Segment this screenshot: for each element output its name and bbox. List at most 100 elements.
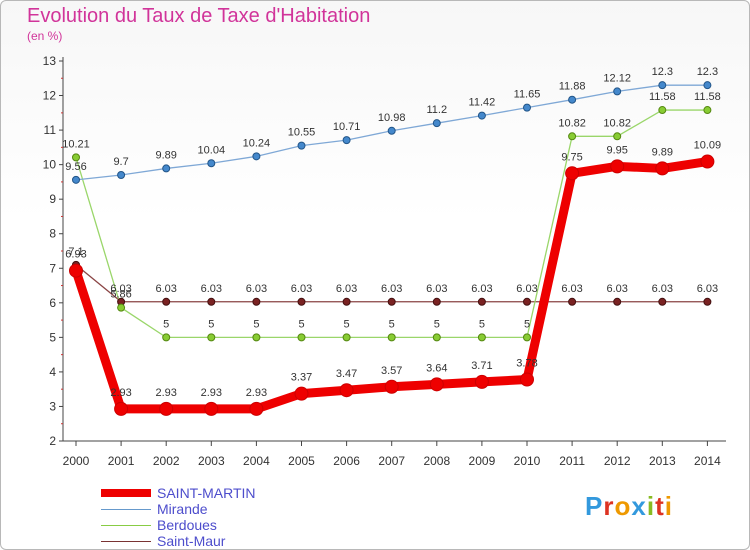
data-label-mirande: 12.3 xyxy=(697,66,718,78)
data-label-berdoues: 5 xyxy=(479,318,485,330)
y-tick-label: 3 xyxy=(49,399,56,413)
data-label-saint-maur: 6.03 xyxy=(606,283,627,295)
data-label-mirande: 9.89 xyxy=(155,149,176,161)
legend-item-saint-maur: Saint-Maur xyxy=(101,533,341,549)
y-tick-label: 4 xyxy=(49,365,56,379)
data-label-saint-maur: 6.03 xyxy=(246,283,267,295)
data-label-mirande: 11.2 xyxy=(427,104,448,116)
data-point-saint-maur xyxy=(568,297,577,306)
data-point-berdoues xyxy=(207,333,216,342)
data-point-berdoues xyxy=(252,333,261,342)
data-label-mirande: 12.3 xyxy=(652,66,673,78)
data-label-berdoues: 11.58 xyxy=(694,91,721,103)
x-tick-label: 2009 xyxy=(469,454,496,468)
x-tick-label: 2006 xyxy=(333,454,360,468)
data-label-saint-maur: 6.03 xyxy=(471,283,492,295)
data-label-saint-maur: 6.03 xyxy=(336,283,357,295)
data-point-mirande xyxy=(207,159,216,168)
data-label-mirande: 11.88 xyxy=(559,81,586,93)
proxiti-logo: Proxiti xyxy=(585,491,673,521)
data-point-saint-martin xyxy=(204,401,219,416)
data-label-saint-martin: 3.57 xyxy=(381,365,402,377)
legend-item-saint-martin: SAINT-MARTIN xyxy=(101,485,341,501)
data-point-saint-maur xyxy=(523,297,531,306)
data-label-saint-martin: 2.93 xyxy=(155,387,176,399)
data-point-berdoues xyxy=(297,333,306,342)
data-point-mirande xyxy=(342,136,351,145)
data-label-saint-maur: 6.03 xyxy=(155,283,176,295)
data-label-saint-martin: 2.93 xyxy=(110,387,131,399)
x-tick-label: 2002 xyxy=(153,454,180,468)
data-point-saint-martin xyxy=(429,377,444,392)
data-label-mirande: 9.7 xyxy=(113,156,128,168)
data-label-saint-maur: 6.03 xyxy=(201,283,222,295)
data-label-saint-martin: 3.78 xyxy=(516,358,537,370)
data-label-saint-martin: 9.95 xyxy=(606,144,627,156)
data-point-mirande xyxy=(613,87,622,96)
data-point-saint-maur xyxy=(297,297,306,306)
legend-label: Berdoues xyxy=(157,517,217,533)
data-label-saint-maur: 6.03 xyxy=(381,283,402,295)
data-point-saint-martin xyxy=(249,401,264,416)
data-point-saint-martin xyxy=(69,263,83,278)
legend-swatch xyxy=(101,525,151,526)
data-point-saint-maur xyxy=(342,297,351,306)
data-label-saint-martin: 2.93 xyxy=(201,387,222,399)
x-tick-label: 2007 xyxy=(378,454,405,468)
y-tick-label: 8 xyxy=(49,227,56,241)
data-point-berdoues xyxy=(342,333,351,342)
y-tick-label: 6 xyxy=(49,296,56,310)
legend-label: SAINT-MARTIN xyxy=(157,485,256,501)
data-point-berdoues xyxy=(703,106,712,115)
data-point-saint-maur xyxy=(387,297,396,306)
x-tick-label: 2004 xyxy=(243,454,270,468)
y-tick-label: 12 xyxy=(43,89,57,103)
data-point-saint-maur xyxy=(432,297,441,306)
data-label-mirande: 12.12 xyxy=(603,72,631,84)
data-point-mirande xyxy=(387,126,396,135)
legend-swatch xyxy=(101,509,151,510)
data-point-saint-martin xyxy=(294,386,309,401)
data-point-saint-maur xyxy=(252,297,261,306)
data-label-saint-maur: 6.03 xyxy=(110,283,131,295)
data-label-saint-maur: 6.03 xyxy=(291,283,312,295)
data-label-saint-maur: 7.1 xyxy=(68,246,83,258)
data-label-mirande: 10.71 xyxy=(333,121,361,133)
x-tick-label: 2014 xyxy=(694,454,721,468)
data-point-berdoues xyxy=(72,153,80,162)
data-label-berdoues: 10.82 xyxy=(558,117,586,129)
legend-label: Saint-Maur xyxy=(157,533,226,549)
legend-swatch xyxy=(101,541,151,542)
data-point-saint-maur xyxy=(162,297,171,306)
data-point-mirande xyxy=(703,81,712,90)
data-label-berdoues: 10.21 xyxy=(62,138,90,150)
data-label-berdoues: 5 xyxy=(298,318,304,330)
data-point-mirande xyxy=(252,152,261,161)
data-point-saint-maur xyxy=(613,297,622,306)
data-point-mirande xyxy=(523,103,531,112)
data-label-saint-maur: 6.03 xyxy=(426,283,447,295)
data-label-mirande: 10.98 xyxy=(378,112,406,124)
data-point-berdoues xyxy=(613,132,622,141)
y-tick-label: 7 xyxy=(49,261,56,275)
data-label-saint-maur: 6.03 xyxy=(652,283,673,295)
legend-label: Mirande xyxy=(157,501,208,517)
data-point-berdoues xyxy=(387,333,396,342)
data-point-berdoues xyxy=(162,333,171,342)
data-label-mirande: 10.24 xyxy=(243,137,271,149)
legend-item-mirande: Mirande xyxy=(101,501,341,517)
data-label-saint-maur: 6.03 xyxy=(516,283,537,295)
data-label-saint-maur: 6.03 xyxy=(561,283,582,295)
data-label-berdoues: 5 xyxy=(253,318,259,330)
data-point-berdoues xyxy=(568,132,577,141)
y-tick-label: 10 xyxy=(43,158,57,172)
data-point-mirande xyxy=(297,141,306,150)
data-label-mirande: 10.55 xyxy=(288,127,316,139)
data-label-mirande: 11.65 xyxy=(514,89,541,101)
x-tick-label: 2013 xyxy=(649,454,676,468)
legend: SAINT-MARTIN Mirande Berdoues Saint-Maur xyxy=(101,485,341,549)
data-label-berdoues: 5 xyxy=(344,318,350,330)
x-tick-label: 2003 xyxy=(198,454,225,468)
